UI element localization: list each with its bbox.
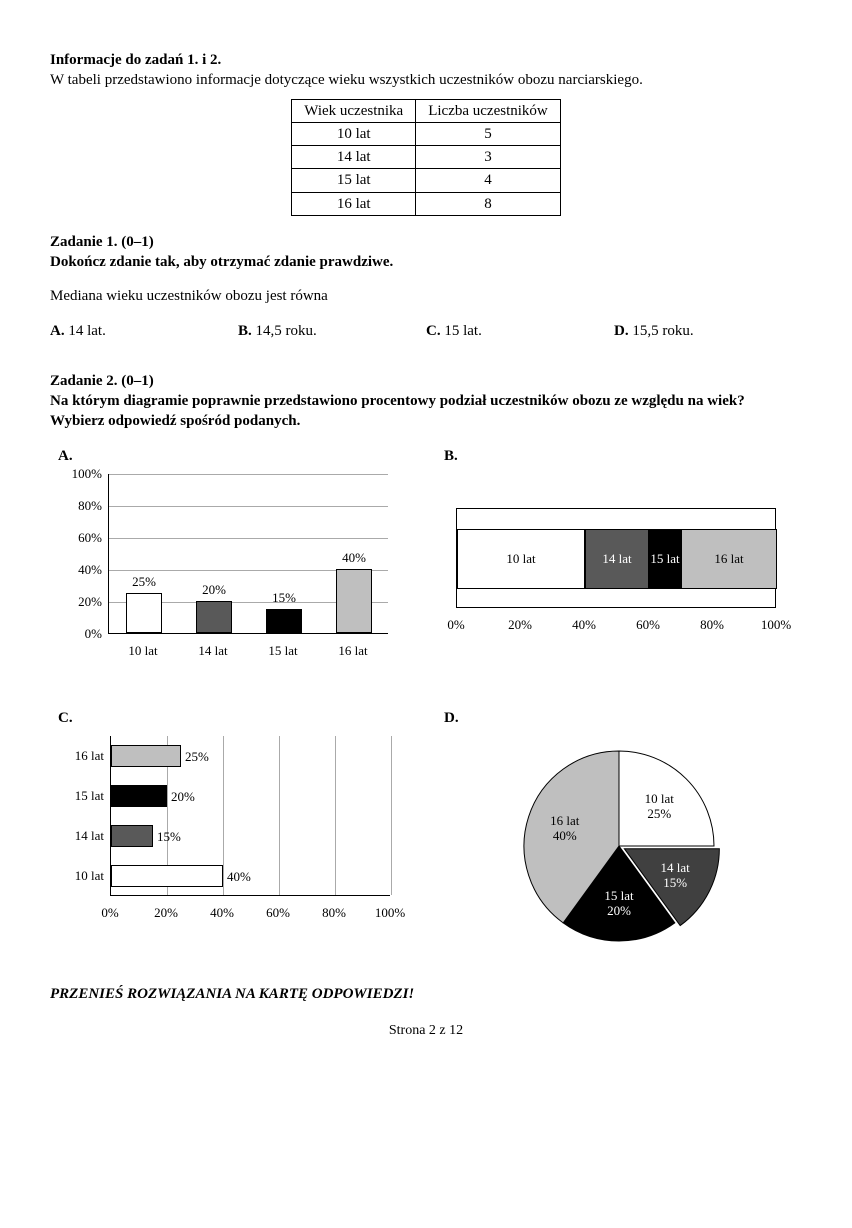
- chart-c-xlabel: 100%: [368, 904, 412, 922]
- task1-instruction: Dokończ zdanie tak, aby otrzymać zdanie …: [50, 252, 802, 272]
- chart-d-slice-label: 16 lat40%: [535, 814, 595, 844]
- task1-heading: Zadanie 1. (0–1): [50, 232, 802, 252]
- chart-b-container: B. 10 lat14 lat15 lat16 lat 0% 20% 40% 60% 8…: [436, 442, 802, 674]
- chart-a-xlabel: 14 lat: [183, 642, 243, 660]
- chart-a-bar: [266, 609, 302, 633]
- chart-b-segment: 14 lat: [585, 529, 649, 589]
- chart-a: 0%20%40%60%80%100% 25%20%15%40% 10 lat14…: [58, 474, 398, 674]
- chart-c: 16 lat 15 lat 14 lat 10 lat 25% 20% 15% 40% 0%…: [50, 736, 410, 946]
- chart-d-container: D. 10 lat25% 14 lat15%15 lat20% 16 lat40%: [436, 704, 802, 956]
- chart-d-slice-label: 14 lat15%: [645, 861, 705, 891]
- chart-d-label[interactable]: D.: [444, 708, 802, 728]
- info-heading: Informacje do zadań 1. i 2.: [50, 50, 802, 70]
- chart-a-label[interactable]: A.: [58, 446, 416, 466]
- task2-instruction: Na którym diagramie poprawnie przedstawi…: [50, 391, 802, 432]
- chart-a-bar: [126, 593, 162, 633]
- chart-c-bar: [111, 825, 153, 847]
- chart-a-xlabel: 15 lat: [253, 642, 313, 660]
- table-cell: 5: [416, 122, 561, 145]
- chart-d: 10 lat25% 14 lat15%15 lat20% 16 lat40%: [509, 736, 729, 956]
- chart-c-xlabel: 60%: [256, 904, 300, 922]
- chart-b-segment: 16 lat: [681, 529, 777, 589]
- chart-c-xlabel: 20%: [144, 904, 188, 922]
- table-cell: 14 lat: [292, 146, 416, 169]
- chart-c-value-label: 15%: [157, 828, 181, 846]
- chart-a-ylabel: 40%: [58, 561, 102, 579]
- chart-a-ylabel: 100%: [58, 465, 102, 483]
- page-number: Strona 2 z 12: [50, 1022, 802, 1041]
- chart-b-xlabel: 40%: [564, 616, 604, 634]
- table-cell: 8: [416, 192, 561, 215]
- chart-a-xlabel: 10 lat: [113, 642, 173, 660]
- chart-a-value-label: 15%: [259, 589, 309, 607]
- table-cell: 15 lat: [292, 169, 416, 192]
- chart-c-label[interactable]: C.: [58, 708, 416, 728]
- chart-c-bar: [111, 785, 167, 807]
- info-text: W tabeli przedstawiono informacje dotycz…: [50, 70, 802, 90]
- chart-c-value-label: 40%: [227, 868, 251, 886]
- chart-a-value-label: 25%: [119, 573, 169, 591]
- chart-c-bar: [111, 865, 223, 887]
- chart-a-ylabel: 20%: [58, 593, 102, 611]
- chart-c-xlabel: 40%: [200, 904, 244, 922]
- chart-c-xlabel: 0%: [88, 904, 132, 922]
- chart-c-container: C. 16 lat 15 lat 14 lat 10 lat 25% 20% 15% 40%…: [50, 704, 416, 956]
- chart-b-xlabel: 20%: [500, 616, 540, 634]
- answer-c[interactable]: C. 15 lat.: [426, 321, 614, 341]
- chart-d-slice-label: 10 lat25%: [629, 792, 689, 822]
- table-cell: 10 lat: [292, 122, 416, 145]
- chart-b-label[interactable]: B.: [444, 446, 802, 466]
- chart-c-xlabel: 80%: [312, 904, 356, 922]
- task1-answers: A. 14 lat. B. 14,5 roku. C. 15 lat. D. 1…: [50, 321, 802, 341]
- chart-c-ylabel: 16 lat: [50, 747, 104, 765]
- chart-a-ylabel: 0%: [58, 625, 102, 643]
- answer-a[interactable]: A. 14 lat.: [50, 321, 238, 341]
- chart-b-segment: 10 lat: [457, 529, 585, 589]
- chart-b-xlabel: 100%: [756, 616, 796, 634]
- chart-a-container: A. 0% 20% 40% 60% 80% 100% 25% 20% 15% 40% 10 la…: [50, 442, 416, 674]
- table-col-0: Wiek uczestnika: [292, 99, 416, 122]
- chart-b-xlabel: 80%: [692, 616, 732, 634]
- chart-a-value-label: 40%: [329, 549, 379, 567]
- chart-a-ylabel: 80%: [58, 497, 102, 515]
- footer-instruction: PRZENIEŚ ROZWIĄZANIA NA KARTĘ ODPOWIEDZI…: [50, 984, 802, 1004]
- chart-a-value-label: 20%: [189, 581, 239, 599]
- chart-c-value-label: 20%: [171, 788, 195, 806]
- chart-c-bar: [111, 745, 181, 767]
- chart-a-ylabel: 60%: [58, 529, 102, 547]
- chart-c-ylabel: 14 lat: [50, 827, 104, 845]
- task2-heading: Zadanie 2. (0–1): [50, 371, 802, 391]
- chart-c-value-label: 25%: [185, 748, 209, 766]
- table-cell: 16 lat: [292, 192, 416, 215]
- chart-b-segment: 15 lat: [649, 529, 681, 589]
- participants-table: Wiek uczestnika Liczba uczestników 10 la…: [291, 99, 560, 216]
- task1-prompt: Mediana wieku uczestników obozu jest rów…: [50, 286, 802, 306]
- chart-b-xlabel: 60%: [628, 616, 668, 634]
- table-cell: 4: [416, 169, 561, 192]
- chart-c-ylabel: 10 lat: [50, 867, 104, 885]
- chart-a-bar: [336, 569, 372, 633]
- answer-d[interactable]: D. 15,5 roku.: [614, 321, 802, 341]
- table-col-1: Liczba uczestników: [416, 99, 561, 122]
- chart-a-xlabel: 16 lat: [323, 642, 383, 660]
- chart-b-xlabel: 0%: [436, 616, 476, 634]
- table-cell: 3: [416, 146, 561, 169]
- chart-d-slice-label: 15 lat20%: [589, 889, 649, 919]
- chart-c-ylabel: 15 lat: [50, 787, 104, 805]
- answer-b[interactable]: B. 14,5 roku.: [238, 321, 426, 341]
- chart-a-bar: [196, 601, 232, 633]
- chart-b: 10 lat14 lat15 lat16 lat 0% 20% 40% 60% 80% 1…: [436, 508, 796, 668]
